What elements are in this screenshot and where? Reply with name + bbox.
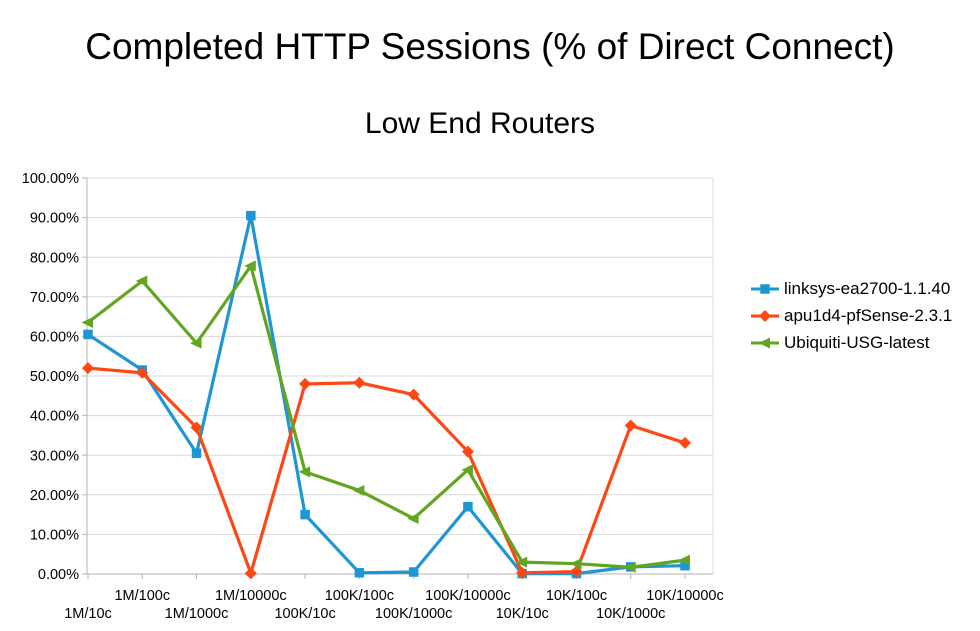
series-Ubiquiti-USG-latest (81, 260, 690, 573)
y-tick-label: 80.00% (30, 250, 79, 266)
x-tick-label: 100K/1000c (375, 606, 452, 622)
legend-label: apu1d4-pfSense-2.3.1 (784, 305, 953, 325)
series-line (86, 366, 687, 575)
triangle-left-marker (352, 484, 365, 496)
y-tick-label: 100.00% (22, 171, 79, 187)
y-tick-label: 90.00% (30, 211, 79, 227)
triangle-left-marker (407, 513, 419, 525)
diamond-marker (353, 376, 366, 389)
triangle-left-marker (244, 260, 256, 272)
legend-marker (759, 309, 771, 322)
diamond-marker (136, 366, 149, 379)
triangle-left-marker (569, 558, 582, 570)
triangle-left-marker (678, 554, 690, 566)
diamond-marker (190, 421, 203, 434)
square-marker (408, 567, 419, 577)
x-tick-label: 10K/10c (496, 606, 549, 622)
series-apu1d4-pfSense-2.3.1 (82, 362, 691, 580)
square-marker (246, 210, 256, 221)
y-tick-label: 50.00% (30, 369, 79, 385)
triangle-left-marker (515, 556, 528, 568)
x-tick-label: 100K/10c (274, 606, 335, 622)
legend-item: apu1d4-pfSense-2.3.1 (750, 302, 952, 329)
diamond-marker (299, 377, 312, 390)
x-tick-label: 1M/1000c (165, 606, 229, 622)
square-marker (463, 501, 473, 512)
y-tick-label: 30.00% (30, 448, 79, 464)
diamond-marker (82, 362, 94, 375)
triangle-left-marker (624, 561, 636, 573)
square-marker (354, 568, 365, 578)
legend: linksys-ea2700-1.1.40 apu1d4-pfSense-2.3.… (750, 275, 952, 356)
diamond-marker (516, 566, 529, 579)
y-tick-label: 10.00% (30, 527, 79, 543)
x-tick-label: 100K/100c (325, 588, 394, 604)
legend-triangle-left-icon (751, 337, 779, 348)
square-marker (300, 509, 310, 520)
legend-label: linksys-ea2700-1.1.40 (784, 278, 951, 298)
x-tick-label: 10K/10000c (646, 588, 723, 604)
series-line (86, 264, 687, 569)
triangle-left-marker (135, 275, 148, 287)
x-tick-label: 10K/100c (546, 588, 607, 604)
series-linksys-ea2700-1.1.40 (83, 210, 690, 579)
x-tick-label: 1M/100c (114, 588, 170, 604)
triangle-left-marker (461, 464, 473, 476)
y-tick-label: 20.00% (30, 488, 79, 504)
y-tick-label: 70.00% (30, 290, 79, 306)
x-tick-label: 1M/10c (64, 606, 112, 622)
legend-item: linksys-ea2700-1.1.40 (750, 275, 952, 302)
legend-marker (760, 283, 770, 294)
triangle-left-marker (81, 317, 93, 329)
y-tick-label: 40.00% (30, 409, 79, 425)
x-tick-label: 10K/1000c (596, 606, 665, 622)
diamond-marker (570, 565, 583, 578)
x-tick-label: 100K/10000c (425, 588, 510, 604)
square-marker (83, 329, 93, 340)
chart-title: Completed HTTP Sessions (% of Direct Con… (85, 26, 895, 67)
triangle-left-marker (190, 337, 202, 349)
y-tick-label: 0.00% (38, 567, 79, 583)
legend-item: Ubiquiti-USG-latest (750, 329, 952, 356)
triangle-left-marker (298, 466, 311, 478)
series-line (86, 214, 687, 576)
y-tick-label: 60.00% (30, 329, 79, 345)
diamond-marker (244, 567, 257, 580)
diamond-marker (461, 445, 474, 458)
chart-subtitle: Low End Routers (364, 107, 596, 140)
legend-label: Ubiquiti-USG-latest (784, 332, 930, 352)
diamond-marker (624, 419, 637, 432)
diamond-marker (679, 436, 691, 449)
square-marker (191, 448, 202, 458)
legend-square-icon (751, 283, 779, 294)
legend-marker (758, 337, 770, 348)
diamond-marker (407, 388, 420, 401)
x-tick-label: 1M/10000c (215, 588, 287, 604)
legend-diamond-icon (751, 309, 779, 322)
